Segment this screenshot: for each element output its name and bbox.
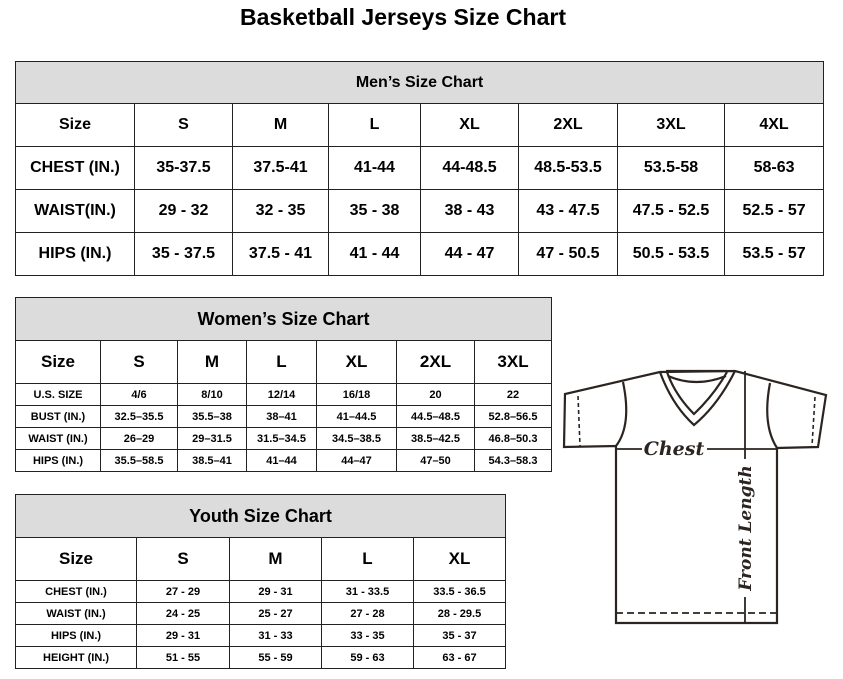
table-cell: 54.3–58.3 bbox=[473, 449, 553, 472]
table-cell: 53.5-58 bbox=[617, 146, 725, 190]
row-label: HEIGHT (IN.) bbox=[15, 646, 137, 669]
table-caption: Men’s Size Chart bbox=[14, 61, 825, 104]
table-cell: 58-63 bbox=[723, 146, 825, 190]
table-cell: 3XL bbox=[617, 103, 725, 147]
collar-outer bbox=[658, 370, 736, 427]
table-cell: 52.5 - 57 bbox=[723, 189, 825, 233]
table-cell: 63 - 67 bbox=[412, 646, 507, 669]
table-row: HIPS (IN.) 35.5–58.5 38.5–41 41–44 44–47 47–5… bbox=[15, 449, 553, 472]
table-row: CHEST (IN.) 27 - 29 29 - 31 31 - 33.5 33.5 -… bbox=[15, 580, 507, 603]
table-cell: S bbox=[136, 537, 230, 581]
table-cell: 51 - 55 bbox=[136, 646, 230, 669]
table-cell: 52.8–56.5 bbox=[473, 405, 553, 428]
table-cell: 34.5–38.5 bbox=[316, 427, 397, 450]
youth-size-table: Youth Size Chart Size S M L XL CHEST (IN.) 27 -… bbox=[14, 494, 507, 669]
table-cell: 43 - 47.5 bbox=[518, 189, 618, 233]
table-cell: 33.5 - 36.5 bbox=[412, 580, 507, 603]
table-cell: L bbox=[321, 537, 414, 581]
table-cell: L bbox=[328, 103, 421, 147]
row-label: Size bbox=[15, 537, 137, 581]
right-sleeve-hem bbox=[811, 396, 816, 447]
table-cell: 25 - 27 bbox=[229, 602, 322, 625]
table-cell: L bbox=[246, 340, 317, 384]
header-row: Size S M L XL bbox=[15, 537, 507, 581]
left-sleeve-hem bbox=[577, 395, 581, 447]
front-length-label: Front Length bbox=[736, 465, 756, 591]
header-row: Size S M L XL 2XL 3XL bbox=[15, 340, 553, 384]
table-cell: 26–29 bbox=[100, 427, 178, 450]
row-label: HIPS (IN.) bbox=[15, 449, 101, 472]
table-row: WAIST(IN.) 29 - 32 32 - 35 35 - 38 38 - 43 43… bbox=[15, 189, 825, 233]
table-cell: 28 - 29.5 bbox=[412, 602, 507, 625]
collar-rim bbox=[667, 374, 727, 384]
row-label: CHEST (IN.) bbox=[15, 146, 135, 190]
table-caption: Youth Size Chart bbox=[14, 494, 507, 538]
table-cell: 47 - 50.5 bbox=[518, 232, 618, 276]
table-cell: XL bbox=[412, 537, 507, 581]
caption-row: Youth Size Chart bbox=[14, 494, 507, 538]
left-armhole bbox=[615, 381, 628, 447]
table-cell: 47–50 bbox=[396, 449, 475, 472]
womens-size-table: Women’s Size Chart Size S M L XL 2XL 3XL U.S. SI… bbox=[14, 297, 553, 472]
table-cell: 59 - 63 bbox=[321, 646, 414, 669]
table-cell: S bbox=[134, 103, 233, 147]
table-cell: 35 - 37.5 bbox=[134, 232, 233, 276]
table-cell: M bbox=[232, 103, 329, 147]
table-cell: 29 - 31 bbox=[136, 624, 230, 647]
page-title: Basketball Jerseys Size Chart bbox=[239, 4, 566, 30]
table-row: WAIST (IN.) 26–29 29–31.5 31.5–34.5 34.5–38.… bbox=[15, 427, 553, 450]
table-row: U.S. SIZE 4/6 8/10 12/14 16/18 20 22 bbox=[15, 383, 553, 406]
table-cell: 55 - 59 bbox=[229, 646, 322, 669]
table-row: HIPS (IN.) 35 - 37.5 37.5 - 41 41 - 44 44 - … bbox=[15, 232, 825, 276]
row-label: WAIST(IN.) bbox=[15, 189, 135, 233]
shirt-outline bbox=[562, 369, 828, 625]
row-label: BUST (IN.) bbox=[15, 405, 101, 428]
table-cell: 35 - 38 bbox=[328, 189, 421, 233]
table-row: HEIGHT (IN.) 51 - 55 55 - 59 59 - 63 63 - 67 bbox=[15, 646, 507, 669]
mens-size-table: Men’s Size Chart Size S M L XL 2XL 3XL 4XL CHEST … bbox=[14, 61, 825, 276]
table-row: CHEST (IN.) 35-37.5 37.5-41 41-44 44-48.5 48.… bbox=[15, 146, 825, 190]
table-cell: 38 - 43 bbox=[420, 189, 519, 233]
table-cell: M bbox=[229, 537, 322, 581]
table-cell: 2XL bbox=[518, 103, 618, 147]
collar-inner bbox=[665, 371, 728, 416]
table-cell: 48.5-53.5 bbox=[518, 146, 618, 190]
table-cell: 41 - 44 bbox=[328, 232, 421, 276]
table-cell: 2XL bbox=[396, 340, 475, 384]
table-cell: 31 - 33 bbox=[229, 624, 322, 647]
table-cell: 44-48.5 bbox=[420, 146, 519, 190]
table-cell: XL bbox=[420, 103, 519, 147]
row-label: HIPS (IN.) bbox=[15, 232, 135, 276]
table-cell: 46.8–50.3 bbox=[473, 427, 553, 450]
table-cell: 41–44 bbox=[246, 449, 317, 472]
row-label: Size bbox=[15, 340, 101, 384]
chest-label: Chest bbox=[644, 438, 705, 460]
right-armhole bbox=[766, 382, 778, 449]
table-row: WAIST (IN.) 24 - 25 25 - 27 27 - 28 28 - 29.… bbox=[15, 602, 507, 625]
table-cell: 53.5 - 57 bbox=[723, 232, 825, 276]
table-cell: 44.5–48.5 bbox=[396, 405, 475, 428]
table-row: BUST (IN.) 32.5–35.5 35.5–38 38–41 41–44.5 44… bbox=[15, 405, 553, 428]
table-cell: 35.5–38 bbox=[177, 405, 247, 428]
table-cell: 29–31.5 bbox=[177, 427, 247, 450]
table-cell: 38.5–41 bbox=[177, 449, 247, 472]
table-cell: 32 - 35 bbox=[232, 189, 329, 233]
table-cell: 37.5 - 41 bbox=[232, 232, 329, 276]
header-row: Size S M L XL 2XL 3XL 4XL bbox=[15, 103, 825, 147]
caption-row: Men’s Size Chart bbox=[14, 61, 825, 104]
table-cell: 33 - 35 bbox=[321, 624, 414, 647]
table-cell: 41-44 bbox=[328, 146, 421, 190]
